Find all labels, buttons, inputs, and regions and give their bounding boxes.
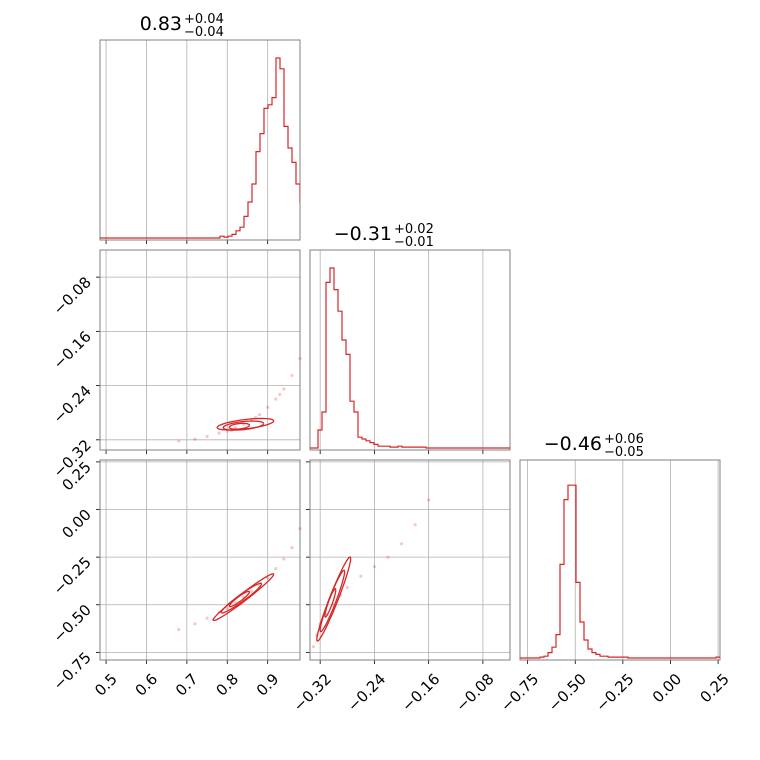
x-tick-label: 0.9 xyxy=(253,670,283,700)
x-tick-label: −0.50 xyxy=(545,670,590,715)
histogram-param-1 xyxy=(310,267,510,449)
scatter-point xyxy=(282,557,286,561)
scatter-point xyxy=(372,565,377,569)
histogram-param-2 xyxy=(520,484,720,659)
scatter-point xyxy=(399,542,404,546)
contour-level xyxy=(228,590,251,608)
param-title-median-1: −0.31 xyxy=(334,223,392,245)
panel-1-1 xyxy=(309,249,511,454)
x-tick-label: −0.75 xyxy=(497,670,542,715)
contour-level xyxy=(212,573,275,622)
scatter-point xyxy=(345,586,349,590)
scatter-point xyxy=(193,437,197,441)
contour-level xyxy=(228,422,251,430)
y-tick-label: −0.75 xyxy=(50,648,95,693)
y-tick-label: 0.00 xyxy=(58,506,94,542)
scatter-point xyxy=(233,426,237,430)
scatter-point xyxy=(413,523,417,527)
param-title-minus-1: −0.01 xyxy=(394,235,434,250)
scatter-point xyxy=(266,576,270,580)
scatter-point xyxy=(427,498,431,502)
scatter-point xyxy=(274,566,278,571)
scatter-point xyxy=(177,439,181,443)
panel-2-0 xyxy=(96,459,301,664)
panel-2-1 xyxy=(306,459,511,664)
scatter-point xyxy=(311,645,315,649)
param-title-plus-1: +0.02 xyxy=(394,222,434,237)
scatter-point xyxy=(225,606,229,611)
param-title-median-0: 0.83 xyxy=(140,13,182,35)
x-tick-label: 0.25 xyxy=(696,670,732,706)
panel-frame xyxy=(99,459,301,661)
scatter-point xyxy=(386,555,390,559)
scatter-point xyxy=(298,526,302,531)
x-tick-label: −0.24 xyxy=(344,670,389,715)
panel-frame xyxy=(519,459,721,661)
contour-level xyxy=(220,582,263,614)
x-tick-label: −0.08 xyxy=(452,670,497,715)
x-tick-label: 0.5 xyxy=(91,670,121,700)
contour-level xyxy=(216,417,275,431)
scatter-point xyxy=(205,434,209,439)
contour-level xyxy=(316,556,352,642)
x-tick-label: −0.16 xyxy=(398,670,443,715)
x-tick-label: −0.32 xyxy=(290,670,335,715)
scatter-point xyxy=(177,627,181,632)
param-title-plus-2: +0.06 xyxy=(604,432,644,447)
x-tick-label: 0.00 xyxy=(649,670,685,706)
param-title-plus-0: +0.04 xyxy=(184,12,224,27)
param-title-minus-2: −0.05 xyxy=(604,445,644,460)
panel-frame xyxy=(99,249,301,451)
scatter-point xyxy=(359,574,363,578)
scatter-point xyxy=(290,373,294,378)
scatter-point xyxy=(278,392,282,397)
scatter-point xyxy=(193,622,197,626)
x-tick-label: 0.6 xyxy=(132,670,162,700)
scatter-point xyxy=(298,356,302,361)
scatter-point xyxy=(290,546,294,550)
param-title-minus-0: −0.04 xyxy=(184,25,224,40)
panel-frame xyxy=(99,39,301,241)
x-tick-label: 0.8 xyxy=(212,670,242,700)
scatter-point xyxy=(249,589,254,594)
y-tick-label: −0.50 xyxy=(50,601,95,646)
scatter-point xyxy=(217,431,221,435)
y-tick-label: −0.24 xyxy=(50,382,95,427)
scatter-point xyxy=(274,397,278,401)
x-tick-label: 0.7 xyxy=(172,670,202,700)
y-tick-label: −0.25 xyxy=(50,553,95,598)
histogram-param-0 xyxy=(100,57,300,239)
scatter-point xyxy=(266,405,270,409)
panel-frame xyxy=(309,249,511,451)
scatter-point xyxy=(257,413,262,417)
panel-2-2 xyxy=(519,459,721,664)
scatter-point xyxy=(282,387,286,391)
scatter-point xyxy=(205,616,209,620)
panel-frame xyxy=(309,459,511,661)
contour-level xyxy=(319,569,346,633)
panel-1-0 xyxy=(96,249,301,454)
x-tick-label: −0.25 xyxy=(592,670,637,715)
y-tick-label: −0.08 xyxy=(50,273,95,318)
param-title-median-2: −0.46 xyxy=(544,433,602,455)
y-tick-label: −0.16 xyxy=(50,327,95,372)
panel-0-0 xyxy=(99,39,301,244)
